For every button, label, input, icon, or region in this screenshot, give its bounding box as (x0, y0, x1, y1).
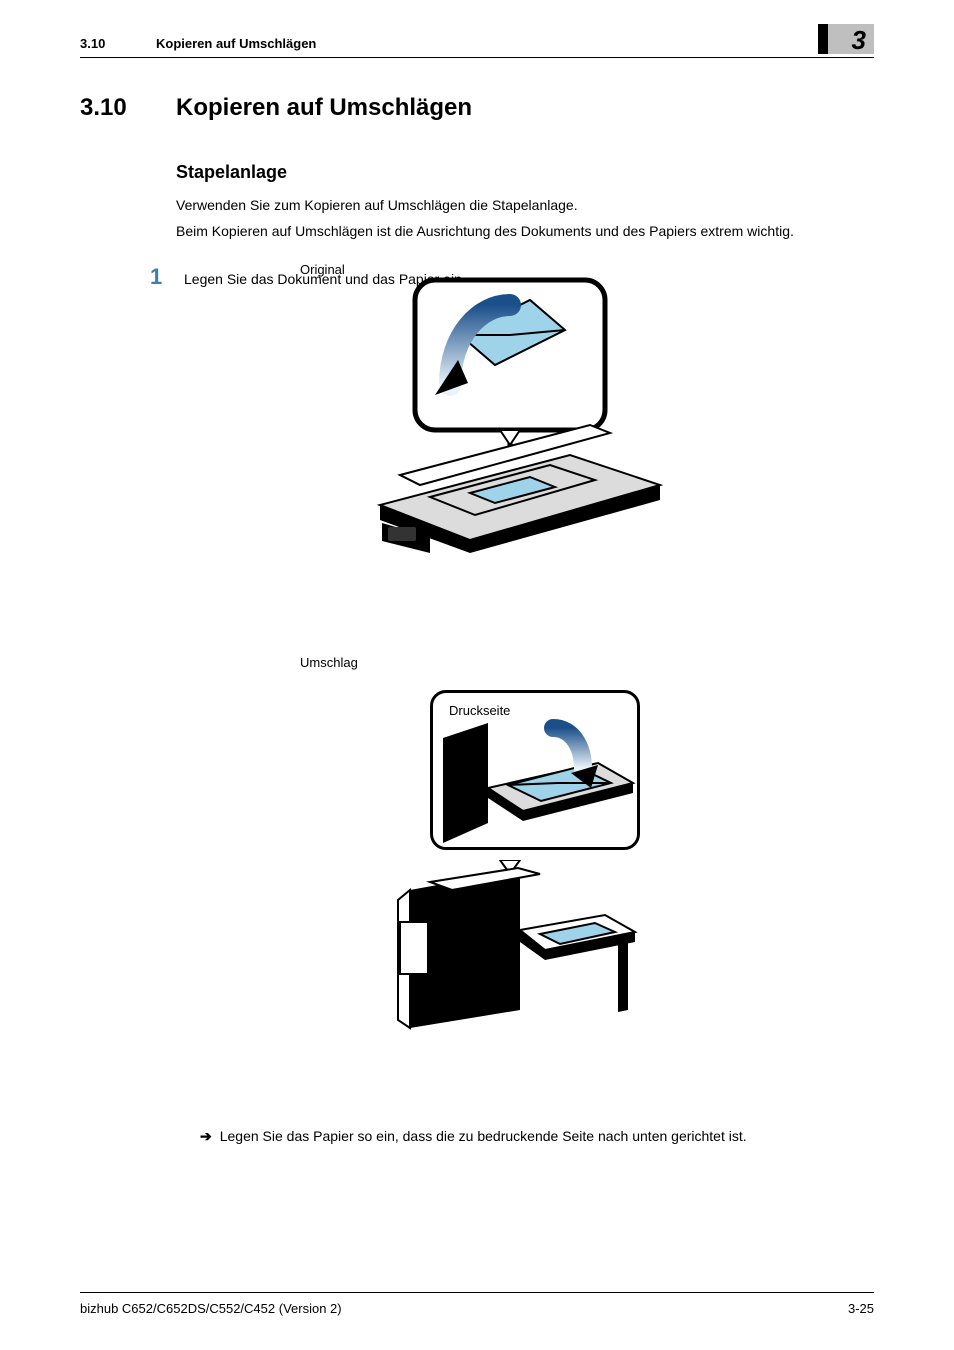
running-header-number: 3.10 (80, 36, 132, 51)
chapter-tab-stripe (818, 24, 828, 54)
bypass-device-icon (390, 860, 640, 1030)
chapter-number: 3 (852, 25, 866, 56)
footer-left: bizhub C652/C652DS/C552/C452 (Version 2) (80, 1301, 342, 1316)
chapter-tab: 3 (818, 24, 874, 54)
running-header: 3.10 Kopieren auf Umschlägen (80, 36, 874, 58)
figure-envelope-device (390, 860, 640, 1030)
figure-envelope-label: Umschlag (300, 655, 358, 670)
running-header-title: Kopieren auf Umschlägen (156, 36, 316, 51)
footer: bizhub C652/C652DS/C552/C452 (Version 2)… (80, 1292, 874, 1316)
arrow-note: ➔ Legen Sie das Papier so ein, dass die z… (200, 1128, 747, 1145)
figure-original-label: Original (300, 262, 345, 277)
print-side-caption: Druckseite (449, 703, 510, 718)
footer-right: 3-25 (848, 1301, 874, 1316)
section-heading-number: 3.10 (80, 94, 176, 122)
arrow-glyph-icon: ➔ (200, 1128, 212, 1144)
section-heading: 3.10 Kopieren auf Umschlägen (80, 94, 874, 122)
arrow-note-text: Legen Sie das Papier so ein, dass die zu… (220, 1128, 747, 1144)
figure-envelope-callout: Druckseite (430, 690, 640, 850)
subheading: Stapelanlage (176, 162, 874, 183)
paragraph-1: Verwenden Sie zum Kopieren auf Umschläge… (176, 195, 874, 215)
paragraph-2: Beim Kopieren auf Umschlägen ist die Aus… (176, 221, 874, 241)
figure-original (360, 275, 670, 555)
step-1-number: 1 (150, 264, 184, 290)
section-heading-title: Kopieren auf Umschlägen (176, 94, 472, 122)
scanner-illustration-icon (360, 275, 670, 555)
